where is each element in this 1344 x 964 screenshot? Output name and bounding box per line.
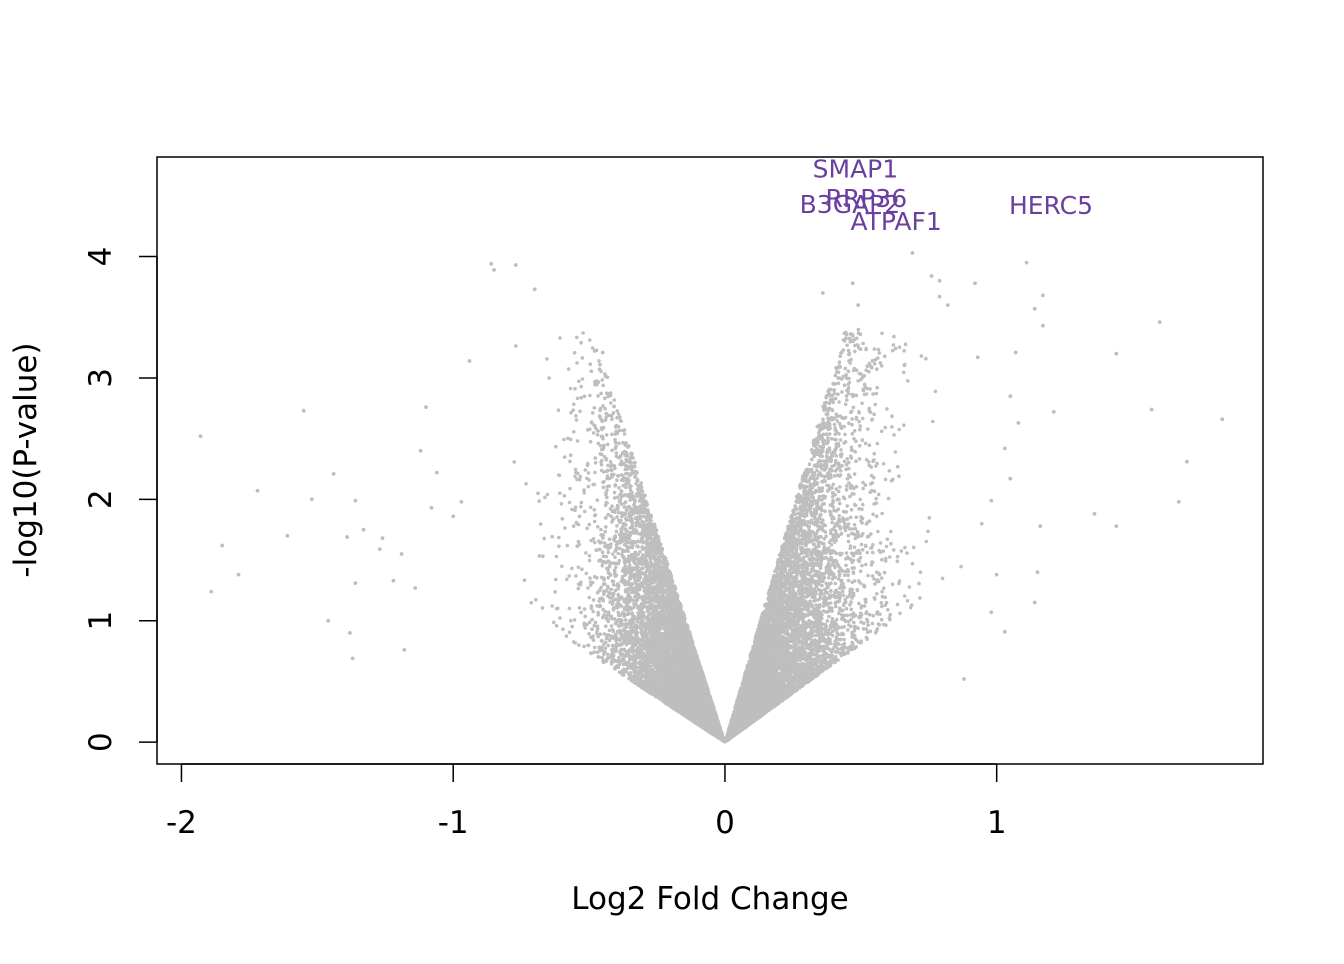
gene-point (1220, 417, 1225, 422)
x-tick-label: 1 (987, 805, 1007, 841)
gene-point (973, 281, 977, 286)
gene-label: SMAP1 (813, 155, 899, 184)
gene-point (489, 261, 494, 266)
gene-point (399, 552, 404, 556)
gene-point (1035, 570, 1040, 575)
y-tick-label: 4 (83, 247, 119, 267)
gene-point (962, 677, 966, 681)
gene-point (236, 572, 241, 577)
gene-point (1051, 410, 1056, 414)
gene-point (1013, 350, 1018, 355)
gene-point (467, 359, 472, 363)
gene-point (532, 287, 537, 292)
gene-point (1032, 600, 1037, 605)
gene-point (1114, 524, 1119, 528)
gene-point (424, 405, 428, 409)
gene-point (1032, 306, 1037, 311)
gene-point (1008, 476, 1013, 481)
gene-point (989, 498, 994, 503)
outlier-points-layer (198, 251, 1225, 681)
gene-point (255, 488, 260, 493)
gene-point (198, 434, 203, 439)
gene-point (975, 355, 980, 360)
gene-point (1002, 446, 1007, 451)
y-axis-label: -log10(P-value) (8, 342, 44, 577)
gene-point (301, 408, 306, 413)
gene-point (326, 618, 331, 623)
y-tick-label: 2 (83, 489, 119, 509)
gene-point (429, 505, 434, 510)
gene-point (391, 578, 396, 583)
gene-point (285, 533, 290, 538)
bulk-points-layer (512, 327, 984, 744)
y-tick-label: 0 (83, 732, 119, 752)
gene-point (600, 350, 605, 355)
gene-point (1149, 407, 1154, 412)
gene-label: B3GAP2 (800, 190, 901, 219)
gene-point (345, 535, 350, 539)
gene-point (910, 251, 915, 255)
gene-point (513, 263, 518, 267)
gene-points-cloud (512, 327, 984, 744)
gene-point (402, 648, 407, 652)
gene-point (1041, 293, 1045, 298)
gene-point (598, 362, 602, 367)
gene-point (350, 656, 355, 661)
gene-point (451, 514, 456, 519)
gene-point (1002, 629, 1007, 634)
gene-point (937, 278, 942, 283)
gene-point (937, 294, 942, 299)
x-tick-label: 0 (715, 805, 735, 841)
gene-point (380, 536, 385, 541)
gene-point (1092, 512, 1097, 516)
gene-point (459, 499, 464, 504)
gene-point (850, 281, 855, 286)
gene-point (1024, 260, 1029, 265)
gene-point (310, 497, 314, 502)
gene-point (994, 572, 999, 577)
gene-point (418, 448, 423, 453)
gene-point (856, 303, 860, 307)
gene-point (820, 291, 825, 295)
gene-point (1114, 351, 1119, 356)
gene-point (1041, 323, 1045, 328)
x-axis-label: Log2 Fold Change (571, 881, 848, 917)
gene-label: HERC5 (1009, 191, 1093, 220)
gene-point (1008, 394, 1013, 399)
x-tick-label: -2 (166, 805, 197, 841)
gene-point (435, 470, 439, 475)
gene-point (331, 472, 336, 476)
gene-point (377, 547, 382, 551)
gene-point (1016, 421, 1021, 425)
gene-point (353, 581, 358, 585)
gene-label: RRP36 (825, 184, 907, 213)
gene-point (353, 498, 358, 503)
x-axis: -2 -1 0 1 (166, 763, 1007, 841)
gene-label: ATPAF1 (850, 207, 941, 236)
gene-point (945, 303, 950, 307)
y-axis: 0 1 2 3 4 (83, 247, 158, 752)
plot-frame (156, 156, 1264, 765)
gene-point (413, 586, 418, 590)
gene-point (1038, 524, 1043, 528)
x-tick-label: -1 (438, 805, 469, 841)
gene-point (361, 527, 366, 532)
y-tick-label: 3 (83, 368, 119, 388)
gene-point (929, 274, 934, 278)
y-tick-label: 1 (83, 611, 119, 631)
gene-point (220, 543, 225, 548)
gene-point (1185, 459, 1189, 464)
gene-point (348, 631, 352, 635)
gene-point (989, 610, 994, 615)
gene-point (1157, 320, 1162, 324)
gene-point (492, 268, 496, 272)
gene-point (209, 589, 214, 594)
gene-point (1176, 499, 1181, 504)
